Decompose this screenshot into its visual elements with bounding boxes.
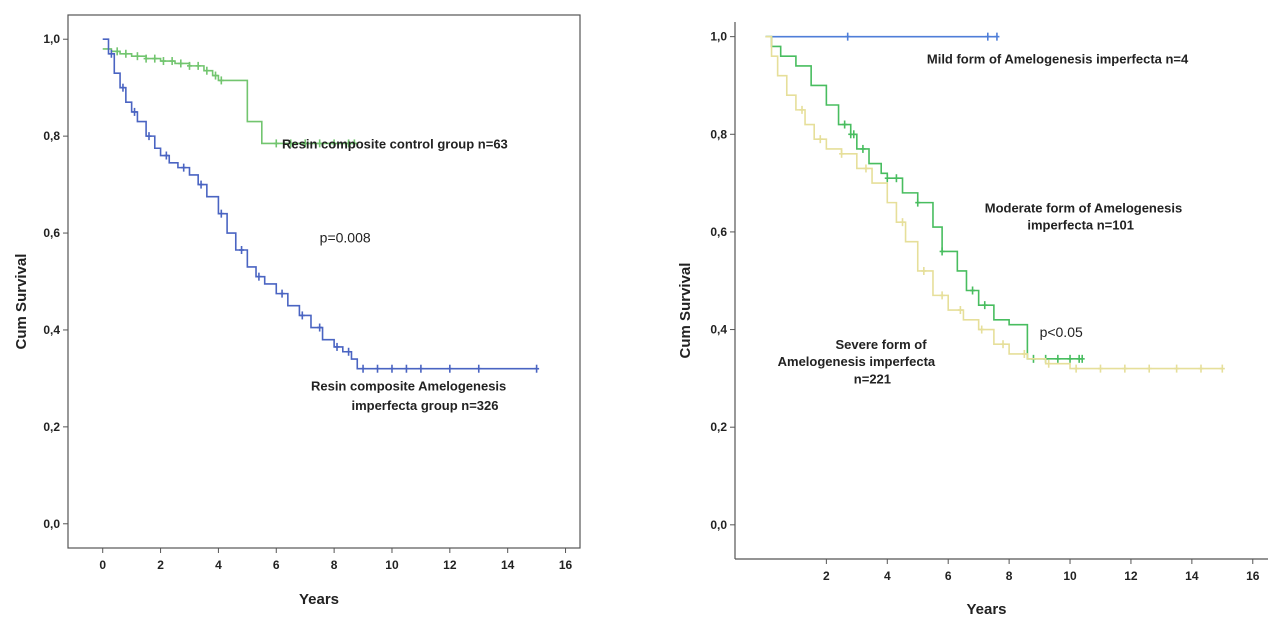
y-tick-label: 0,4 (43, 323, 60, 337)
x-tick-label: 10 (385, 558, 399, 572)
chart-annotation: Resin composite control group n=63 (282, 136, 508, 151)
x-tick-label: 2 (823, 569, 830, 583)
y-tick-label: 0,0 (710, 518, 727, 532)
x-tick-label: 6 (945, 569, 952, 583)
y-tick-label: 0,6 (710, 225, 727, 239)
y-tick-label: 0,4 (710, 323, 727, 337)
chart-annotation: Amelogenesis imperfecta (778, 354, 936, 369)
chart-annotation: Resin composite Amelogenesis (311, 379, 506, 394)
y-axis-title: Cum Survival (677, 263, 694, 359)
survival-curve-2 (102, 38, 537, 370)
x-tick-label: 12 (1124, 569, 1138, 583)
y-tick-label: 0,8 (43, 129, 60, 143)
survival-curve-2 (765, 35, 1083, 360)
x-axis-title: Years (299, 591, 339, 608)
chart-panel-1: 0 2 4 6 8 10 12 14 16 0,0 0,2 0,4 0,6 0,8 1,0 Years Cum … (13, 14, 581, 608)
x-tick-label: 14 (501, 558, 515, 572)
chart-annotation: imperfecta n=101 (1027, 217, 1134, 232)
plot-frame (67, 14, 581, 549)
x-axis-title: Years (966, 601, 1006, 618)
y-tick-label: 0,8 (710, 127, 727, 141)
x-tick-label: 2 (157, 558, 164, 572)
x-tick-label: 8 (1006, 569, 1013, 583)
chart-annotation: Moderate form of Amelogenesis (985, 200, 1182, 215)
y-tick-label: 1,0 (710, 30, 727, 44)
x-tick-label: 12 (443, 558, 457, 572)
survival-curve-1 (102, 48, 358, 145)
chart-annotation: p=0.008 (320, 230, 371, 246)
x-tick-label: 14 (1185, 569, 1199, 583)
y-axis-title: Cum Survival (13, 254, 30, 350)
x-tick-label: 16 (559, 558, 573, 572)
x-tick-label: 4 (884, 569, 891, 583)
chart-annotation: imperfecta group n=326 (351, 398, 498, 413)
chart-annotation: Severe form of (836, 337, 928, 352)
y-tick-label: 0,6 (43, 226, 60, 240)
chart-panel-2: 2 4 6 8 10 12 14 16 0,0 0,2 0,4 0,6 0,8 1,0 Years Cum S… (677, 22, 1268, 618)
chart-annotation: p<0.05 (1040, 324, 1083, 340)
survival-curve-3 (765, 35, 1223, 370)
y-tick-label: 0,0 (43, 517, 60, 531)
chart-annotation: n=221 (854, 371, 891, 386)
x-tick-label: 8 (331, 558, 338, 572)
x-tick-label: 4 (215, 558, 222, 572)
y-tick-label: 0,2 (710, 420, 727, 434)
x-tick-label: 6 (273, 558, 280, 572)
y-tick-label: 1,0 (43, 32, 60, 46)
y-tick-label: 0,2 (43, 420, 60, 434)
x-tick-label: 0 (99, 558, 106, 572)
x-tick-label: 10 (1063, 569, 1077, 583)
x-tick-label: 16 (1246, 569, 1260, 583)
chart-annotation: Mild form of Amelogenesis imperfecta n=4 (927, 51, 1189, 66)
